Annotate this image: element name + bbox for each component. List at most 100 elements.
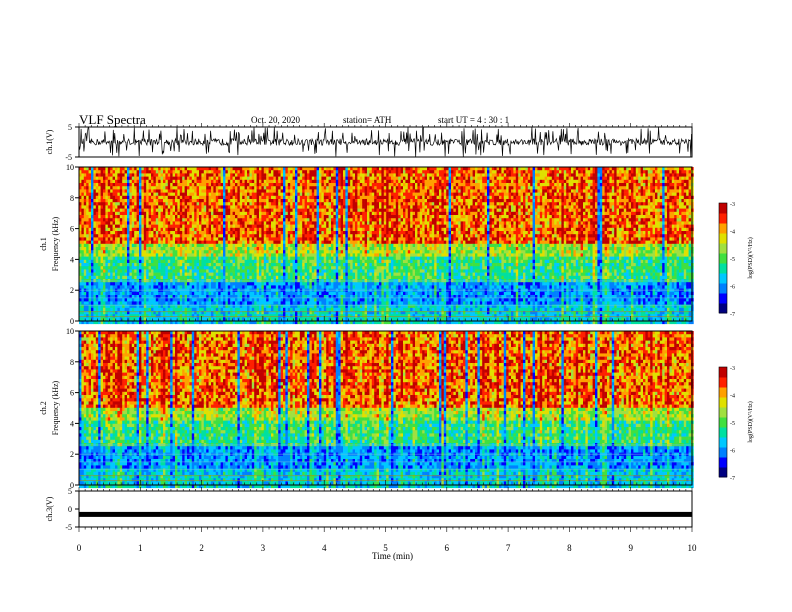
spectrogram-cell bbox=[117, 193, 120, 197]
spectrogram-cell bbox=[117, 266, 120, 270]
spectrogram-cell bbox=[233, 215, 236, 219]
spectrogram-cell bbox=[86, 205, 89, 209]
spectrogram-cell bbox=[235, 269, 238, 273]
spectrogram-cell bbox=[225, 189, 228, 193]
spectrogram-cell bbox=[216, 228, 219, 232]
spectrogram-cell bbox=[187, 225, 190, 229]
spectrogram-cell bbox=[115, 183, 118, 187]
spectrogram-cell bbox=[225, 218, 228, 222]
spectrogram-cell bbox=[230, 241, 233, 245]
spectrogram-cell bbox=[89, 237, 92, 241]
spectrogram-cell bbox=[201, 301, 204, 305]
spectrogram-cell bbox=[199, 228, 202, 232]
spectrogram-cell bbox=[146, 170, 149, 174]
spectrogram-cell bbox=[151, 250, 154, 254]
spectrogram-cell bbox=[216, 196, 219, 200]
spectrogram-cell bbox=[81, 314, 84, 318]
spectrogram-cell bbox=[175, 212, 178, 216]
spectrogram-cell bbox=[139, 298, 142, 302]
spectrogram-cell bbox=[141, 209, 144, 213]
spectrogram-cell bbox=[206, 209, 209, 213]
spectrogram-cell bbox=[108, 282, 111, 286]
spectrogram-cell bbox=[125, 228, 128, 232]
spectrogram-cell bbox=[185, 282, 188, 286]
spectrogram-cell bbox=[216, 193, 219, 197]
spectrogram-cell bbox=[146, 266, 149, 270]
spectrogram-cell bbox=[153, 237, 156, 241]
spectrogram-cell bbox=[221, 189, 224, 193]
spectrogram-cell bbox=[197, 225, 200, 229]
spectrogram-cell bbox=[221, 231, 224, 235]
spectrogram-cell bbox=[129, 180, 132, 184]
spectrogram-cell bbox=[187, 202, 190, 206]
spectrogram-cell bbox=[206, 202, 209, 206]
spectrogram-cell bbox=[103, 228, 106, 232]
spectrogram-cell bbox=[156, 273, 159, 277]
spectrogram-cell bbox=[146, 263, 149, 267]
spectrogram-cell bbox=[228, 308, 231, 312]
spectrogram-cell bbox=[134, 285, 137, 289]
spectrogram-cell bbox=[233, 180, 236, 184]
spectrogram-cell bbox=[216, 317, 219, 321]
spectrogram-cell bbox=[175, 282, 178, 286]
spectrogram-cell bbox=[201, 221, 204, 225]
spectrogram-cell bbox=[120, 292, 123, 296]
spectrogram-cell bbox=[101, 189, 104, 193]
spectrogram-cell bbox=[110, 301, 113, 305]
spectrogram-cell bbox=[197, 193, 200, 197]
spectrogram-cell bbox=[163, 301, 166, 305]
spectrogram-cell bbox=[115, 193, 118, 197]
spectrogram-cell bbox=[117, 241, 120, 245]
spectrogram-cell bbox=[132, 314, 135, 318]
spectrogram-cell bbox=[139, 247, 142, 251]
spectrogram-cell bbox=[209, 247, 212, 251]
spectrogram-cell bbox=[173, 282, 176, 286]
spectrogram-cell bbox=[84, 253, 87, 257]
spectrogram-cell bbox=[182, 276, 185, 280]
spectrogram-cell bbox=[161, 282, 164, 286]
spectrogram-cell bbox=[110, 276, 113, 280]
spectrogram-cell bbox=[156, 257, 159, 261]
spectrogram-cell bbox=[211, 183, 214, 187]
spectrogram-cell bbox=[163, 170, 166, 174]
spectrogram-cell bbox=[213, 225, 216, 229]
spectrogram-cell bbox=[84, 247, 87, 251]
spectrogram-cell bbox=[185, 292, 188, 296]
spectrogram-cell bbox=[221, 183, 224, 187]
spectrogram-cell bbox=[115, 292, 118, 296]
spectrogram-cell bbox=[161, 298, 164, 302]
spectrogram-cell bbox=[163, 215, 166, 219]
spectrogram-cell bbox=[177, 199, 180, 203]
spectrogram-cell bbox=[197, 196, 200, 200]
spectrogram-cell bbox=[221, 292, 224, 296]
spectrogram-cell bbox=[165, 317, 168, 321]
spectrogram-cell bbox=[144, 196, 147, 200]
spectrogram-cell bbox=[108, 253, 111, 257]
spectrogram-cell bbox=[216, 292, 219, 296]
spectrogram-cell bbox=[86, 244, 89, 248]
spectrogram-cell bbox=[221, 177, 224, 181]
spectrogram-cell bbox=[96, 260, 99, 264]
spectrogram-cell bbox=[189, 241, 192, 245]
spectrogram-cell bbox=[161, 205, 164, 209]
spectrogram-cell bbox=[158, 221, 161, 225]
spectrogram-cell bbox=[137, 199, 140, 203]
spectrogram-cell bbox=[149, 263, 152, 267]
spectrogram-cell bbox=[221, 314, 224, 318]
spectrogram-cell bbox=[101, 308, 104, 312]
spectrogram-cell bbox=[168, 167, 171, 171]
spectrogram-cell bbox=[127, 282, 130, 286]
spectrogram-cell bbox=[233, 202, 236, 206]
spectrogram-cell bbox=[117, 285, 120, 289]
spectrogram-cell bbox=[216, 250, 219, 254]
spectrogram-cell bbox=[105, 308, 108, 312]
spectrogram-cell bbox=[170, 193, 173, 197]
spectrogram-cell bbox=[213, 205, 216, 209]
spectrogram-cell bbox=[206, 234, 209, 238]
spectrogram-cell bbox=[204, 199, 207, 203]
spectrogram-cell bbox=[175, 263, 178, 267]
spectrogram-cell bbox=[151, 231, 154, 235]
spectrogram-cell bbox=[216, 205, 219, 209]
spectrogram-cell bbox=[161, 317, 164, 321]
spectrogram-cell bbox=[223, 269, 226, 273]
